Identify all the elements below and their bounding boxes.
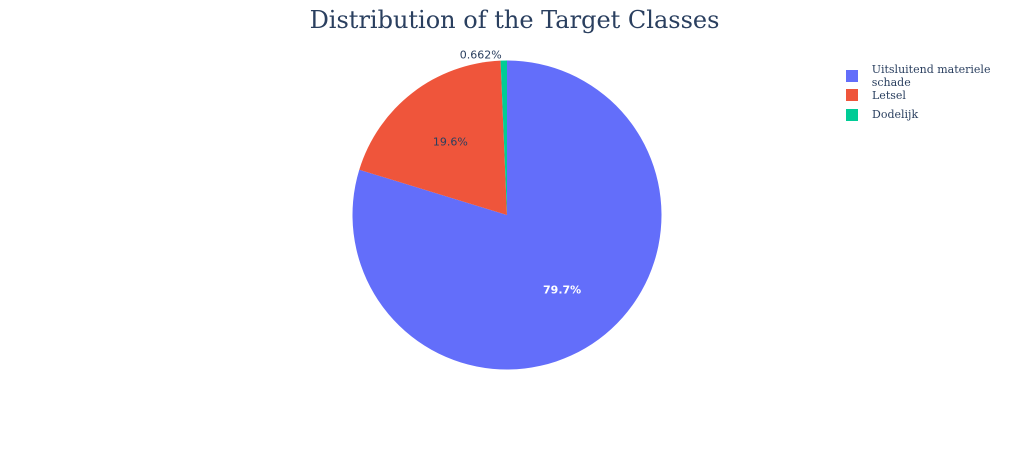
chart-title: Distribution of the Target Classes [309,6,720,34]
legend-item-uitsluitend[interactable]: Uitsluitend materiele schade [846,62,1029,89]
pie-slice-dodelijk[interactable] [500,60,507,216]
legend-label: Uitsluitend materiele schade [871,62,991,89]
pie-slice-uitsluitend-materiele-schade[interactable] [352,60,662,370]
slice-percent-label: 79.7% [543,284,581,297]
pie-slice-letsel[interactable] [359,60,507,216]
slice-percent-label: 19.6% [433,136,468,149]
legend-swatch [846,108,858,121]
legend-item-dodelijk[interactable]: Dodelijk [846,105,1029,125]
slice-percent-label: 0.662% [460,49,502,62]
legend-label: Dodelijk [872,108,919,122]
legend-item-letsel[interactable]: Letsel [846,86,1029,106]
legend-swatch [846,89,858,102]
legend: Uitsluitend materiele schade Letsel Dode… [846,62,1029,125]
legend-label: Letsel [872,88,906,102]
legend-swatch [846,69,858,82]
